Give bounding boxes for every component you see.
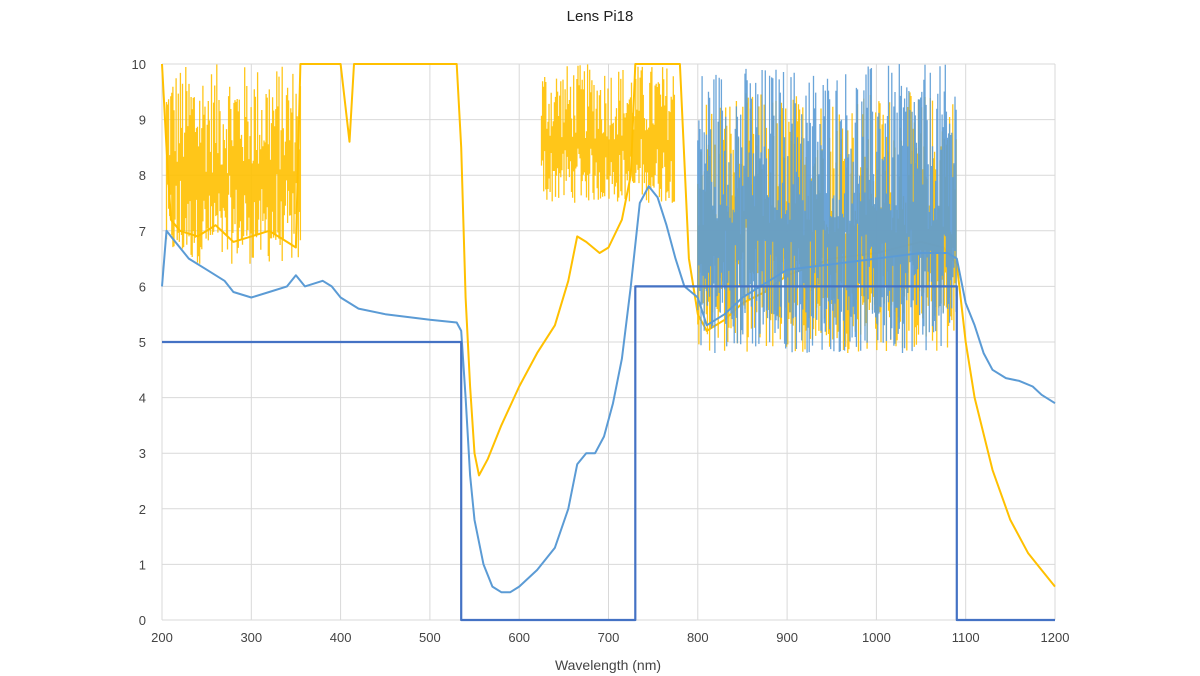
y-tick-label: 10: [132, 57, 146, 72]
y-tick-label: 6: [139, 279, 146, 294]
x-tick-label: 1000: [862, 630, 891, 645]
y-tick-label: 8: [139, 168, 146, 183]
x-tick-label: 400: [330, 630, 352, 645]
x-axis-label: Wavelength (nm): [555, 657, 661, 673]
series-noise-1-0: [165, 64, 302, 264]
series-layer: [161, 63, 1056, 622]
series-line-0: [162, 285, 1055, 622]
tick-layer: 200 300 400 500 600 700 800 900 1000 1100 1200 0 1 2 3…: [132, 57, 1070, 645]
series-noise-2-0: [697, 64, 957, 353]
x-tick-label: 500: [419, 630, 441, 645]
y-tick-label: 0: [139, 613, 146, 628]
y-tick-label: 2: [139, 502, 146, 517]
x-tick-label: 900: [776, 630, 798, 645]
y-tick-label: 4: [139, 391, 146, 406]
x-tick-label: 600: [508, 630, 530, 645]
x-tick-label: 200: [151, 630, 173, 645]
y-tick-label: 7: [139, 224, 146, 239]
y-tick-label: 9: [139, 113, 146, 128]
x-tick-label: 300: [240, 630, 262, 645]
x-tick-label: 700: [598, 630, 620, 645]
series-noise-1-1: [540, 64, 676, 203]
x-tick-label: 1200: [1041, 630, 1070, 645]
y-tick-label: 5: [139, 335, 146, 350]
y-tick-label: 3: [139, 446, 146, 461]
x-tick-label: 1100: [952, 630, 980, 645]
chart-title: Lens Pi18: [566, 8, 634, 25]
y-tick-label: 1: [139, 557, 146, 572]
x-tick-label: 800: [687, 630, 709, 645]
